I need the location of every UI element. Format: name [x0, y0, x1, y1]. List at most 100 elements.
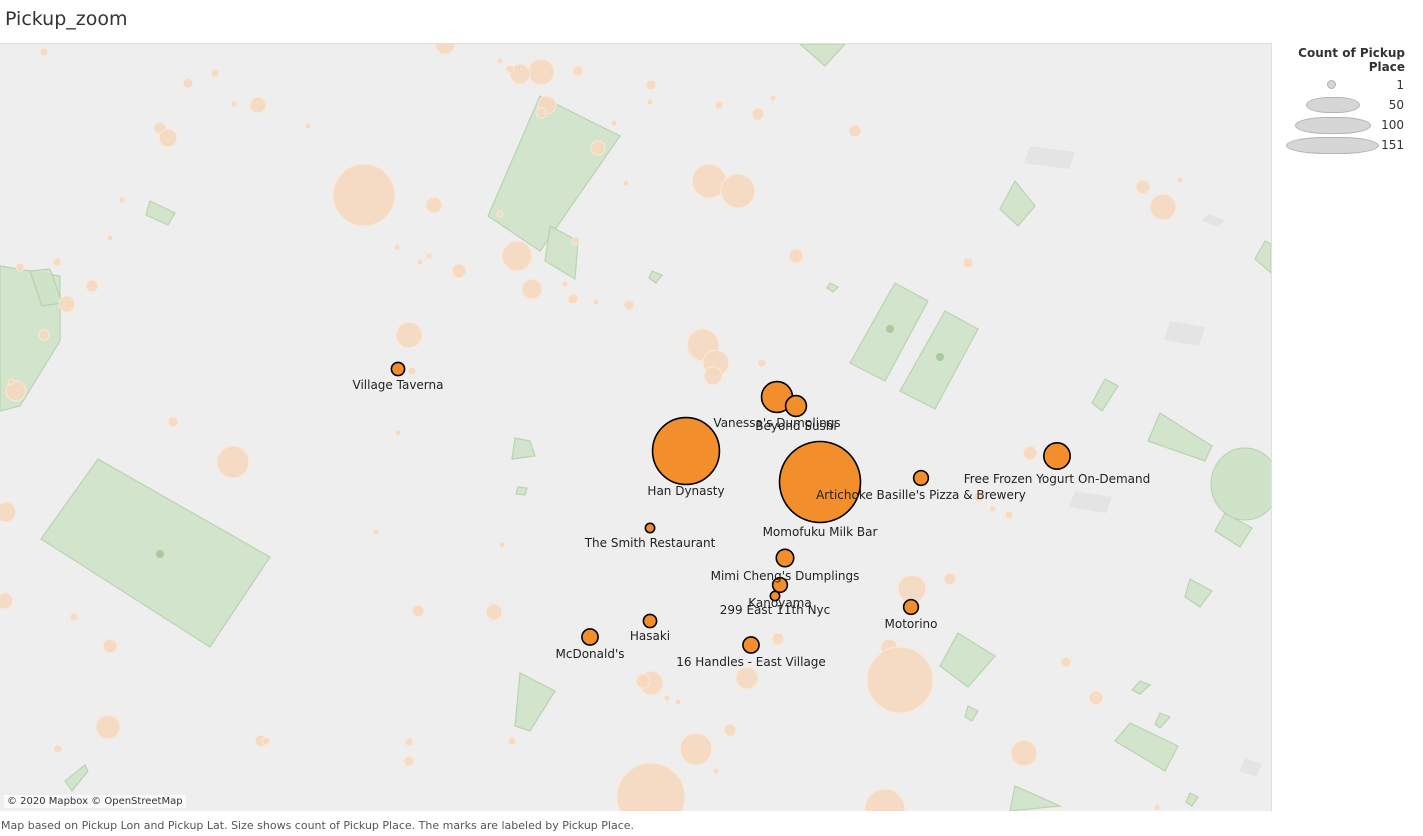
context-mark	[663, 694, 671, 702]
park-layer	[0, 44, 1271, 811]
context-mark	[1060, 656, 1072, 668]
context-mark	[723, 723, 737, 737]
pickup-place-mark[interactable]	[1043, 442, 1071, 470]
pickup-place-mark[interactable]	[742, 636, 760, 654]
park-area	[939, 632, 996, 688]
context-mark	[561, 280, 569, 288]
pickup-place-mark[interactable]	[644, 522, 656, 534]
context-mark	[616, 762, 686, 811]
map-attribution[interactable]: © 2020 Mapbox © OpenStreetMap	[4, 795, 186, 808]
context-mark	[304, 122, 312, 130]
building-block	[1239, 758, 1262, 777]
size-legend: Count of Pickup Place 1 50 100 151	[1282, 46, 1422, 154]
pickup-place-mark[interactable]	[581, 628, 599, 646]
legend-item-label: 1	[1396, 78, 1404, 92]
pickup-place-mark[interactable]	[912, 469, 930, 487]
context-mark	[7, 378, 15, 386]
park-area	[1154, 712, 1172, 729]
context-mark	[866, 646, 934, 714]
context-mark	[496, 210, 504, 218]
context-mark	[85, 279, 99, 293]
context-mark	[571, 236, 581, 246]
legend-item[interactable]: 50	[1282, 94, 1422, 114]
legend-item[interactable]: 1	[1282, 74, 1422, 94]
context-mark	[39, 47, 49, 57]
pickup-place-label: Mimi Cheng's Dumplings	[711, 569, 860, 583]
pickup-place-label: Artichoke Basille's Pizza & Brewery	[816, 488, 1026, 502]
park-area	[1091, 378, 1119, 412]
context-mark	[53, 744, 63, 754]
pickup-place-mark[interactable]	[642, 613, 658, 629]
park-area	[487, 95, 621, 252]
pickup-labels-layer: Village Taverna Vanessa's DumplingsBeyond…	[353, 378, 1151, 669]
legend-size-shape	[1306, 97, 1360, 113]
legend-size-shape	[1327, 80, 1336, 89]
pickup-place-mark[interactable]	[778, 440, 862, 524]
context-mark	[679, 732, 713, 766]
pickup-place-label: Village Taverna	[353, 378, 444, 392]
context-mark	[498, 541, 506, 549]
map-canvas[interactable]: Village Taverna Vanessa's DumplingsBeyond…	[0, 44, 1271, 811]
park-area	[1009, 785, 1063, 811]
legend-item-label: 50	[1388, 98, 1404, 112]
legend-item[interactable]: 100	[1282, 114, 1422, 134]
context-mark	[623, 299, 635, 311]
pickup-place-label: Beyond Sushi	[755, 419, 837, 433]
context-mark	[1004, 510, 1014, 520]
pickup-place-mark[interactable]	[651, 416, 721, 486]
park-area	[64, 764, 89, 793]
context-mark	[230, 100, 238, 108]
context-mark	[216, 445, 250, 479]
context-mark	[158, 128, 178, 148]
map-view[interactable]: Village Taverna Vanessa's Dumplings Beyond…	[0, 43, 1272, 811]
context-mark	[674, 698, 682, 706]
context-mark	[425, 196, 443, 214]
caption: Map based on Pickup Lon and Pickup Lat. …	[1, 819, 635, 832]
pickup-place-label: Momofuku Milk Bar	[763, 525, 878, 539]
park-area	[964, 705, 979, 722]
pickup-place-label: Motorino	[885, 617, 938, 631]
context-mark	[712, 767, 720, 775]
context-mark	[451, 263, 467, 279]
pickup-place-mark[interactable]	[902, 598, 920, 616]
pickup-place-label: Kanoyama	[748, 596, 811, 610]
context-mark	[52, 257, 62, 267]
context-mark	[425, 252, 433, 260]
pickup-place-mark[interactable]	[784, 394, 808, 418]
legend-item[interactable]: 151	[1282, 134, 1422, 154]
context-mark	[394, 429, 402, 437]
context-mark	[58, 295, 76, 313]
context-mark	[714, 100, 724, 110]
context-mark	[590, 140, 606, 156]
context-mark	[509, 63, 531, 85]
context-mark	[610, 119, 618, 127]
pickup-place-label: Free Frozen Yogurt On-Demand	[964, 472, 1150, 486]
context-mark	[720, 173, 756, 209]
park-area	[511, 437, 536, 460]
context-mark	[622, 179, 630, 187]
building-block	[1024, 146, 1075, 169]
context-mark	[210, 68, 220, 78]
park-feature	[936, 353, 944, 361]
context-mark	[485, 603, 503, 621]
pickup-place-mark[interactable]	[390, 361, 406, 377]
park-area	[544, 225, 579, 281]
park-area	[648, 270, 663, 284]
pickup-place-mark[interactable]	[775, 548, 795, 568]
park-area	[40, 458, 271, 648]
pickup-place-mark[interactable]	[771, 576, 789, 594]
park-area	[799, 44, 846, 67]
legend-title: Count of Pickup Place	[1298, 46, 1405, 74]
park-area	[1214, 512, 1253, 548]
context-mark	[38, 329, 50, 341]
context-mark	[527, 58, 555, 86]
context-mark	[261, 736, 271, 746]
park-area	[1185, 792, 1199, 807]
park-area	[1114, 722, 1179, 772]
pickup-place-mark[interactable]	[769, 590, 781, 602]
context-mark	[645, 79, 657, 91]
pickup-place-label: Vanessa's Dumplings	[713, 416, 840, 430]
context-mark	[535, 107, 547, 119]
context-mark	[118, 196, 126, 204]
context-mark	[848, 124, 862, 138]
